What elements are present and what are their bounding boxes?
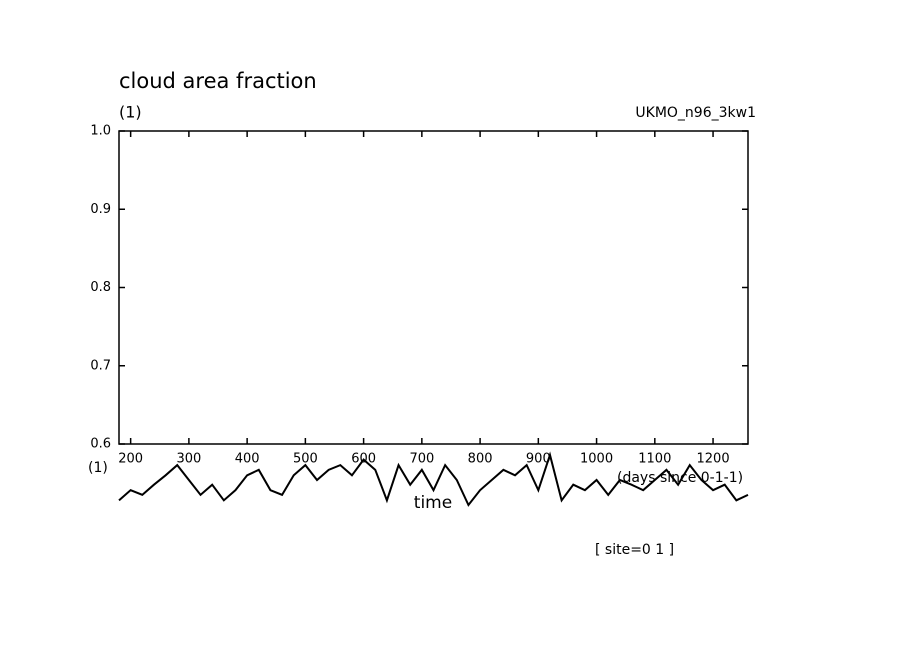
bottom-unit: (1) bbox=[88, 460, 108, 476]
x-tick-label: 200 bbox=[118, 452, 143, 467]
dataset-label: UKMO_n96_3kw1 bbox=[635, 105, 756, 121]
x-tick-label: 500 bbox=[293, 452, 318, 467]
y-tick-label: 0.6 bbox=[90, 437, 111, 452]
annotation: [ site=0 1 ] bbox=[595, 542, 674, 558]
x-tick-label: 400 bbox=[235, 452, 260, 467]
y-unit: (1) bbox=[119, 103, 142, 122]
x-tick-label: 1200 bbox=[697, 452, 730, 467]
x-unit: (days since 0-1-1) bbox=[617, 470, 743, 486]
y-tick-label: 0.8 bbox=[90, 280, 111, 295]
y-tick-label: 0.9 bbox=[90, 202, 111, 217]
x-axis-label: time bbox=[414, 493, 452, 513]
x-tick-label: 900 bbox=[526, 452, 551, 467]
x-tick-label: 1100 bbox=[638, 452, 671, 467]
chart-title: cloud area fraction bbox=[119, 69, 317, 93]
x-tick-label: 300 bbox=[176, 452, 201, 467]
data-line bbox=[118, 451, 749, 507]
y-tick-label: 1.0 bbox=[90, 124, 111, 139]
x-tick-label: 700 bbox=[409, 452, 434, 467]
y-tick-label: 0.7 bbox=[90, 358, 111, 373]
x-tick-label: 1000 bbox=[580, 452, 613, 467]
plot-frame bbox=[118, 130, 749, 445]
x-tick-label: 800 bbox=[468, 452, 493, 467]
